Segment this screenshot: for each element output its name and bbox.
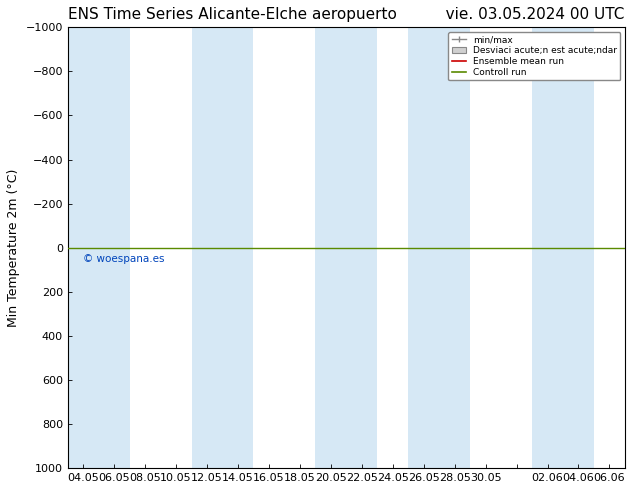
Title: ENS Time Series Alicante-Elche aeropuerto          vie. 03.05.2024 00 UTC: ENS Time Series Alicante-Elche aeropuert… xyxy=(68,7,624,22)
Y-axis label: Min Temperature 2m (°C): Min Temperature 2m (°C) xyxy=(7,169,20,327)
Text: © woespana.es: © woespana.es xyxy=(83,254,165,264)
Bar xyxy=(191,27,254,468)
Legend: min/max, Desviaci acute;n est acute;ndar, Ensemble mean run, Controll run: min/max, Desviaci acute;n est acute;ndar… xyxy=(448,32,621,80)
Bar xyxy=(532,27,594,468)
Bar xyxy=(315,27,377,468)
Bar xyxy=(68,27,129,468)
Bar xyxy=(408,27,470,468)
